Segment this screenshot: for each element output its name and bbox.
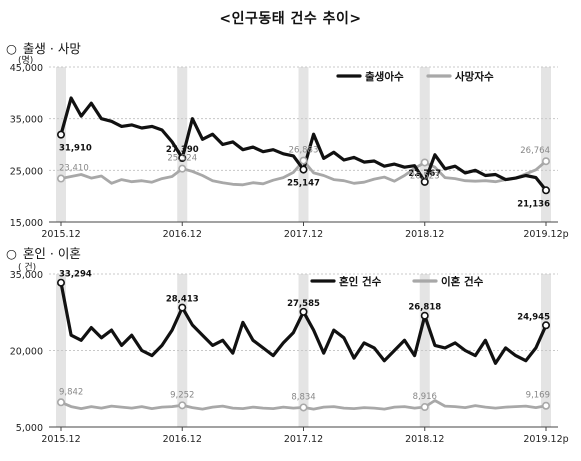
data-point-marker	[299, 165, 308, 174]
legend-label: 사망자수	[455, 70, 494, 83]
data-point-marker	[56, 130, 65, 139]
data-label: 27,390	[166, 145, 199, 155]
data-label: 23,410	[59, 164, 89, 174]
data-label: 28,413	[166, 295, 199, 305]
section-title-birth-death: 출생 · 사망	[22, 41, 81, 56]
december-highlight-band	[541, 67, 551, 222]
y-unit-label: ( 건)	[18, 262, 36, 273]
data-label: 33,294	[59, 270, 92, 280]
december-highlight-band	[419, 274, 430, 427]
x-tick-label: 2015.12	[41, 434, 80, 445]
x-tick-label: 2017.12	[284, 434, 323, 445]
data-label: 8,916	[413, 392, 437, 402]
legend-label: 출생아수	[365, 70, 404, 83]
section-label-marriage-divorce: ○ 혼인 · 이혼	[6, 243, 81, 262]
data-point-marker	[56, 278, 65, 287]
december-highlight-band	[56, 67, 66, 222]
data-label: 25,324	[167, 154, 197, 164]
y-tick-label: 35,000	[10, 115, 43, 126]
data-point-marker	[541, 321, 550, 330]
data-label: 26,764	[520, 146, 550, 156]
x-tick-label: 2016.12	[163, 434, 202, 445]
x-tick-label: 2018.12	[405, 229, 444, 240]
data-label: 8,834	[291, 392, 315, 402]
y-unit-label: (명)	[18, 55, 33, 66]
data-point-marker	[56, 398, 65, 407]
x-tick-label: 2017.12	[284, 229, 323, 240]
page-title: <인구동태 건수 추이>	[219, 11, 362, 27]
data-point-marker	[56, 174, 65, 183]
data-point-marker	[178, 401, 187, 410]
x-tick-label: 2019.12p	[523, 229, 568, 240]
legend-label: 이혼 건수	[441, 275, 484, 288]
y-tick-label: 35,000	[10, 270, 43, 281]
x-tick-label: 2016.12	[163, 229, 202, 240]
section-title-marriage-divorce: 혼인 · 이혼	[22, 246, 81, 261]
data-point-marker	[541, 186, 550, 195]
data-label: 26,523	[410, 171, 440, 181]
x-tick-label: 2018.12	[405, 434, 444, 445]
data-point-marker	[420, 177, 429, 186]
circle-bullet-icon: ○	[6, 41, 17, 56]
data-point-marker	[420, 158, 429, 167]
data-label: 9,842	[59, 387, 83, 397]
december-highlight-band	[177, 67, 188, 222]
legend-label: 혼인 건수	[339, 275, 382, 288]
data-label: 27,585	[287, 299, 320, 309]
circle-bullet-icon: ○	[6, 246, 17, 261]
december-highlight-band	[298, 274, 309, 427]
data-point-marker	[541, 157, 550, 166]
data-point-marker	[420, 311, 429, 320]
y-tick-label: 45,000	[10, 63, 43, 74]
data-point-marker	[178, 153, 187, 162]
data-label: 21,136	[517, 199, 550, 209]
data-label: 24,945	[517, 312, 550, 322]
y-tick-label: 25,000	[10, 166, 43, 177]
data-label: 9,169	[526, 391, 550, 401]
y-tick-label: 5,000	[16, 423, 43, 434]
data-point-marker	[541, 401, 550, 410]
data-point-marker	[299, 307, 308, 316]
data-label: 26,883	[289, 146, 319, 156]
data-label: 25,147	[287, 179, 320, 189]
data-label: 9,252	[170, 390, 194, 400]
december-highlight-band	[298, 67, 309, 222]
y-tick-label: 15,000	[10, 218, 43, 229]
data-point-marker	[299, 156, 308, 165]
x-tick-label: 2015.12	[41, 229, 80, 240]
december-highlight-band	[419, 67, 430, 222]
y-tick-label: 20,000	[10, 347, 43, 358]
data-label: 31,910	[59, 144, 92, 154]
data-label: 26,818	[408, 303, 441, 313]
section-label-birth-death: ○ 출생 · 사망	[6, 38, 81, 57]
data-point-marker	[420, 403, 429, 412]
data-point-marker	[299, 403, 308, 412]
x-tick-label: 2019.12p	[523, 434, 568, 445]
data-label: 22,767	[408, 169, 441, 179]
data-point-marker	[178, 164, 187, 173]
data-point-marker	[178, 303, 187, 312]
